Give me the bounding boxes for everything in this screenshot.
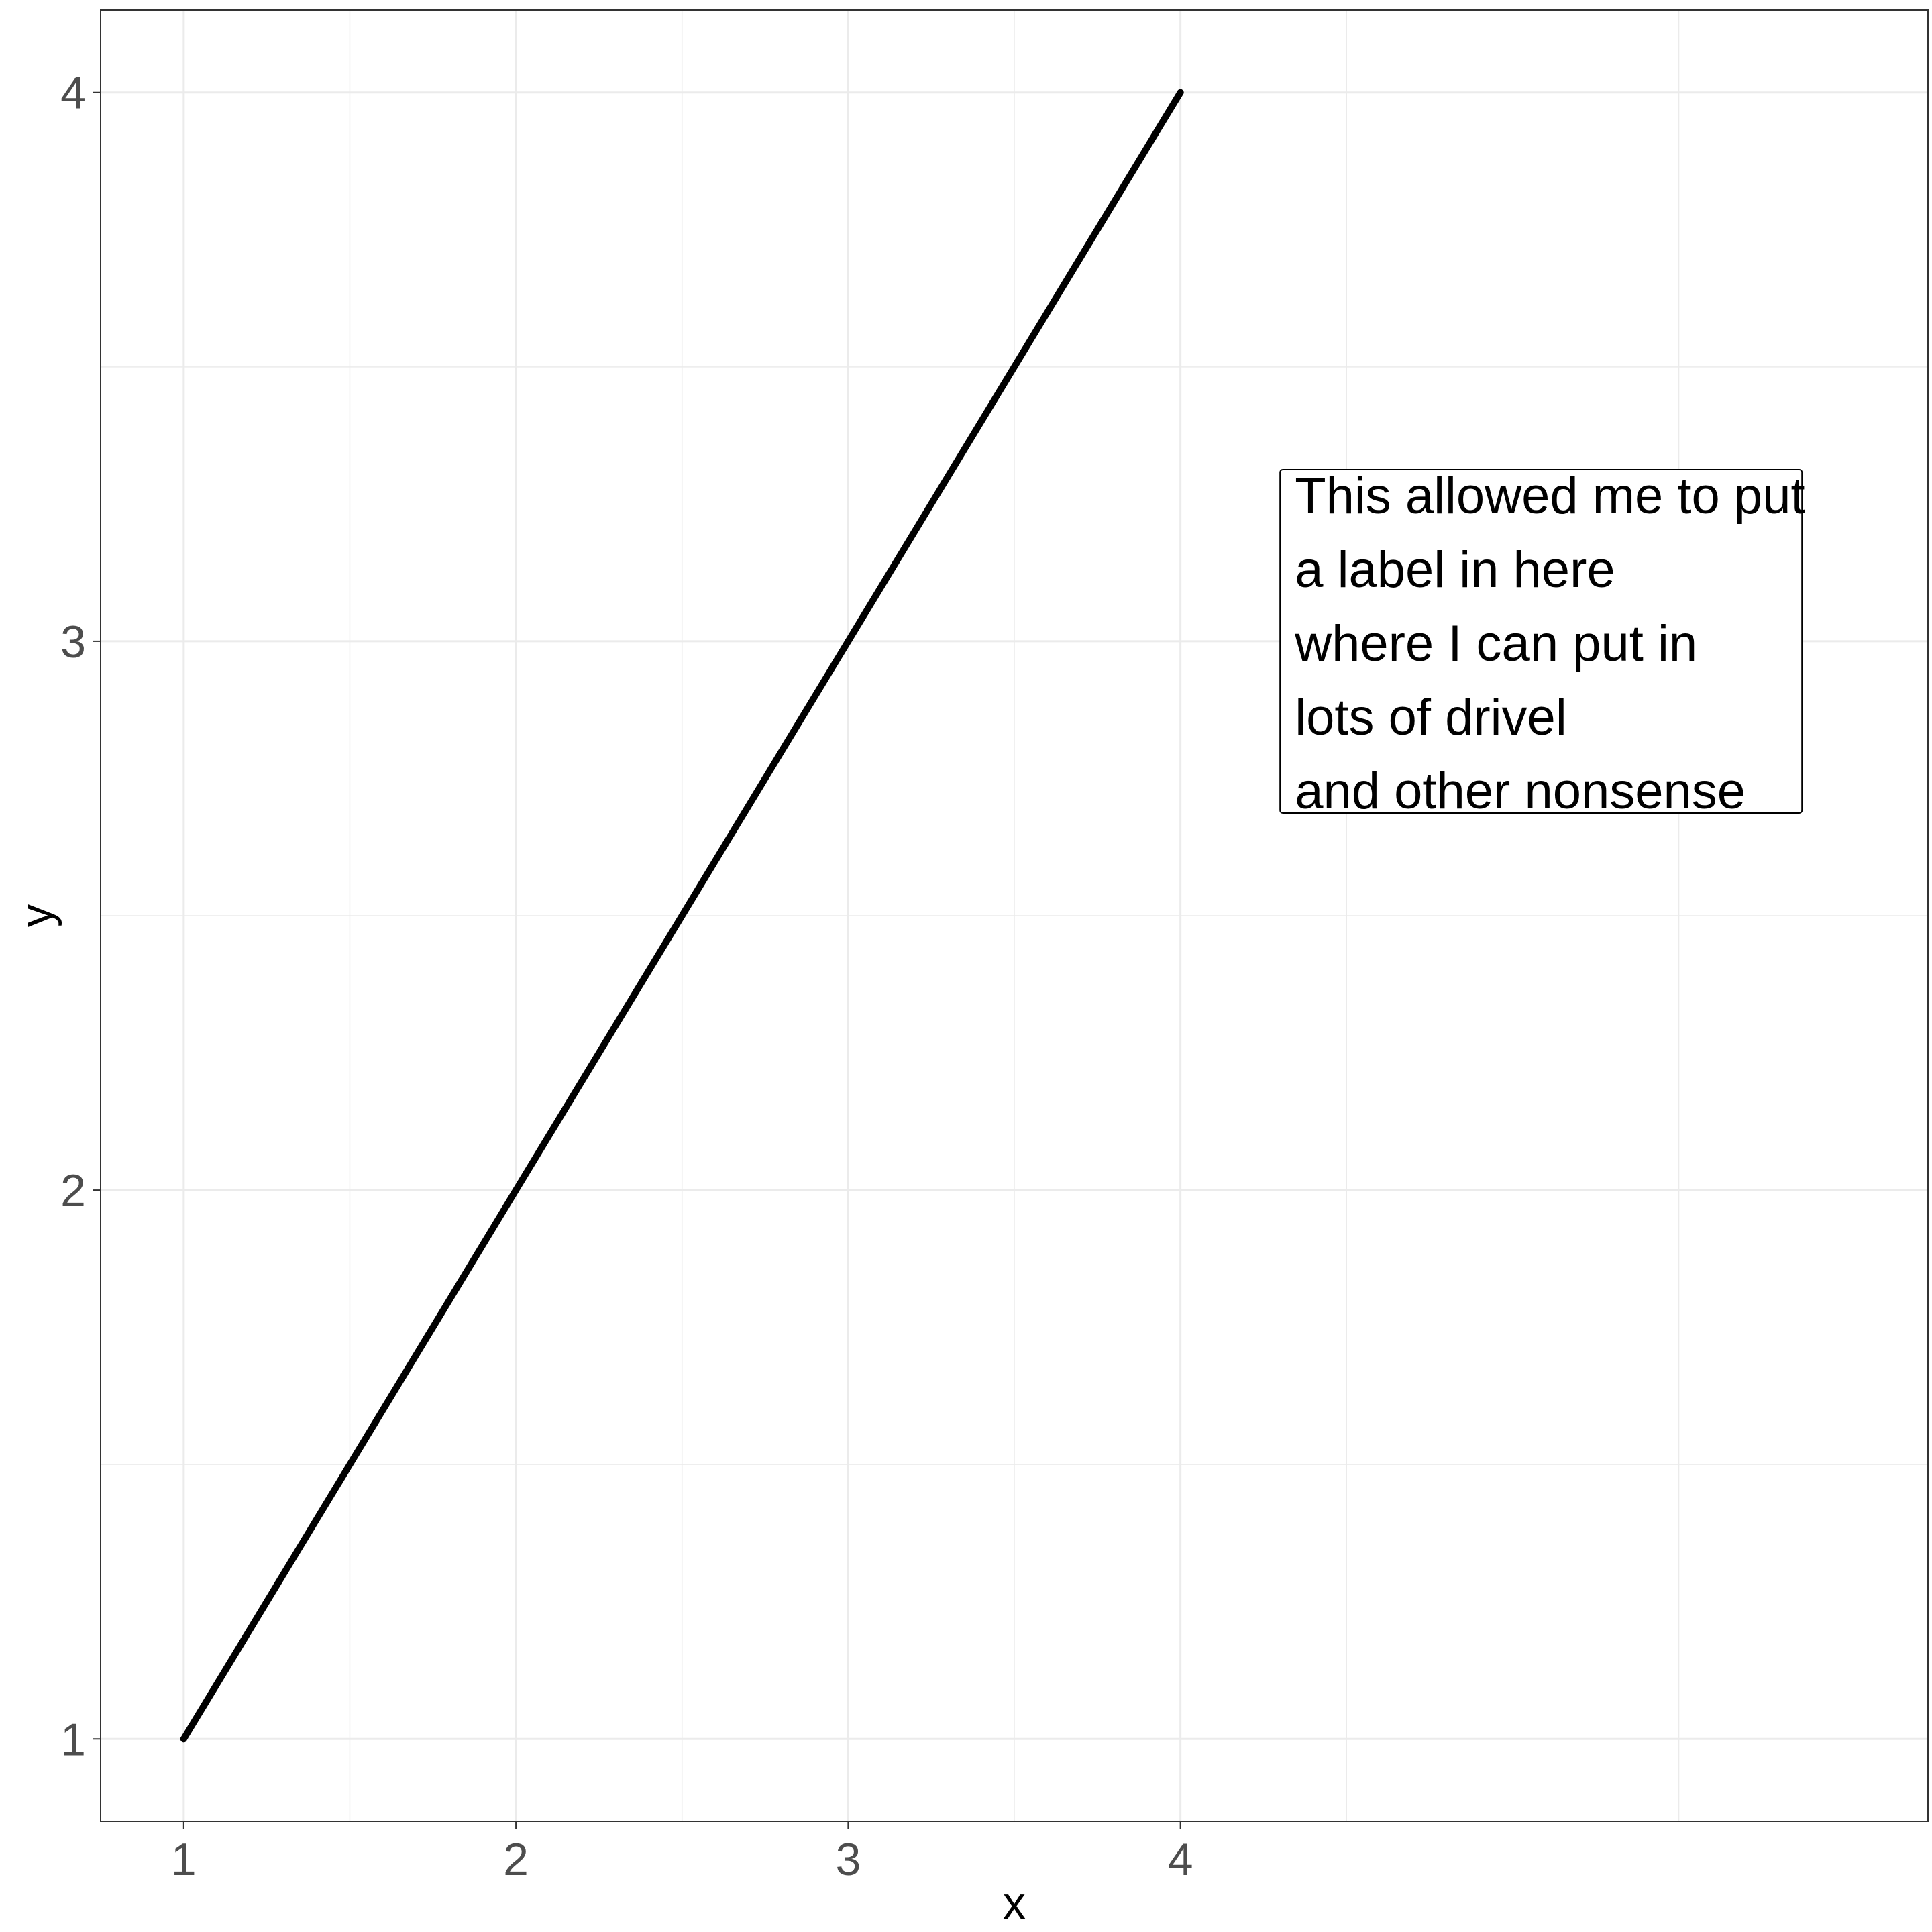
data-point <box>180 1735 187 1743</box>
x-axis-title: x <box>1003 1878 1026 1929</box>
data-point <box>513 1187 520 1194</box>
panel-border <box>100 9 1929 1822</box>
annotation-line: a label in here <box>1295 541 1615 598</box>
x-tick-label: 1 <box>171 1834 197 1885</box>
x-tick-label: 2 <box>503 1834 529 1885</box>
annotation-line: This allowed me to put <box>1295 468 1805 525</box>
x-tick-label: 4 <box>1168 1834 1193 1885</box>
y-tick-label: 4 <box>60 68 86 119</box>
annotation-label: This allowed me to put a label in here whe… <box>1279 468 1805 820</box>
y-axis-title: y <box>11 904 62 927</box>
data-point <box>845 637 852 645</box>
series-layer <box>180 89 1184 1743</box>
x-tick-label: 3 <box>835 1834 861 1885</box>
annotation-line: where I can put in <box>1294 615 1697 672</box>
annotation-line: lots of drivel <box>1295 689 1567 746</box>
minor-gridlines <box>101 10 1928 1821</box>
major-gridlines <box>101 10 1928 1821</box>
x-axis: 1 2 3 4 <box>171 1821 1193 1885</box>
series-line <box>180 89 1184 1743</box>
data-point <box>1177 89 1184 96</box>
annotation-box <box>1279 469 1803 814</box>
y-tick-label: 3 <box>60 616 86 667</box>
y-axis: 1 2 3 4 <box>60 68 101 1765</box>
y-tick-label: 2 <box>60 1165 86 1216</box>
annotation-line: and other nonsense <box>1295 763 1746 820</box>
y-tick-label: 1 <box>60 1714 86 1765</box>
